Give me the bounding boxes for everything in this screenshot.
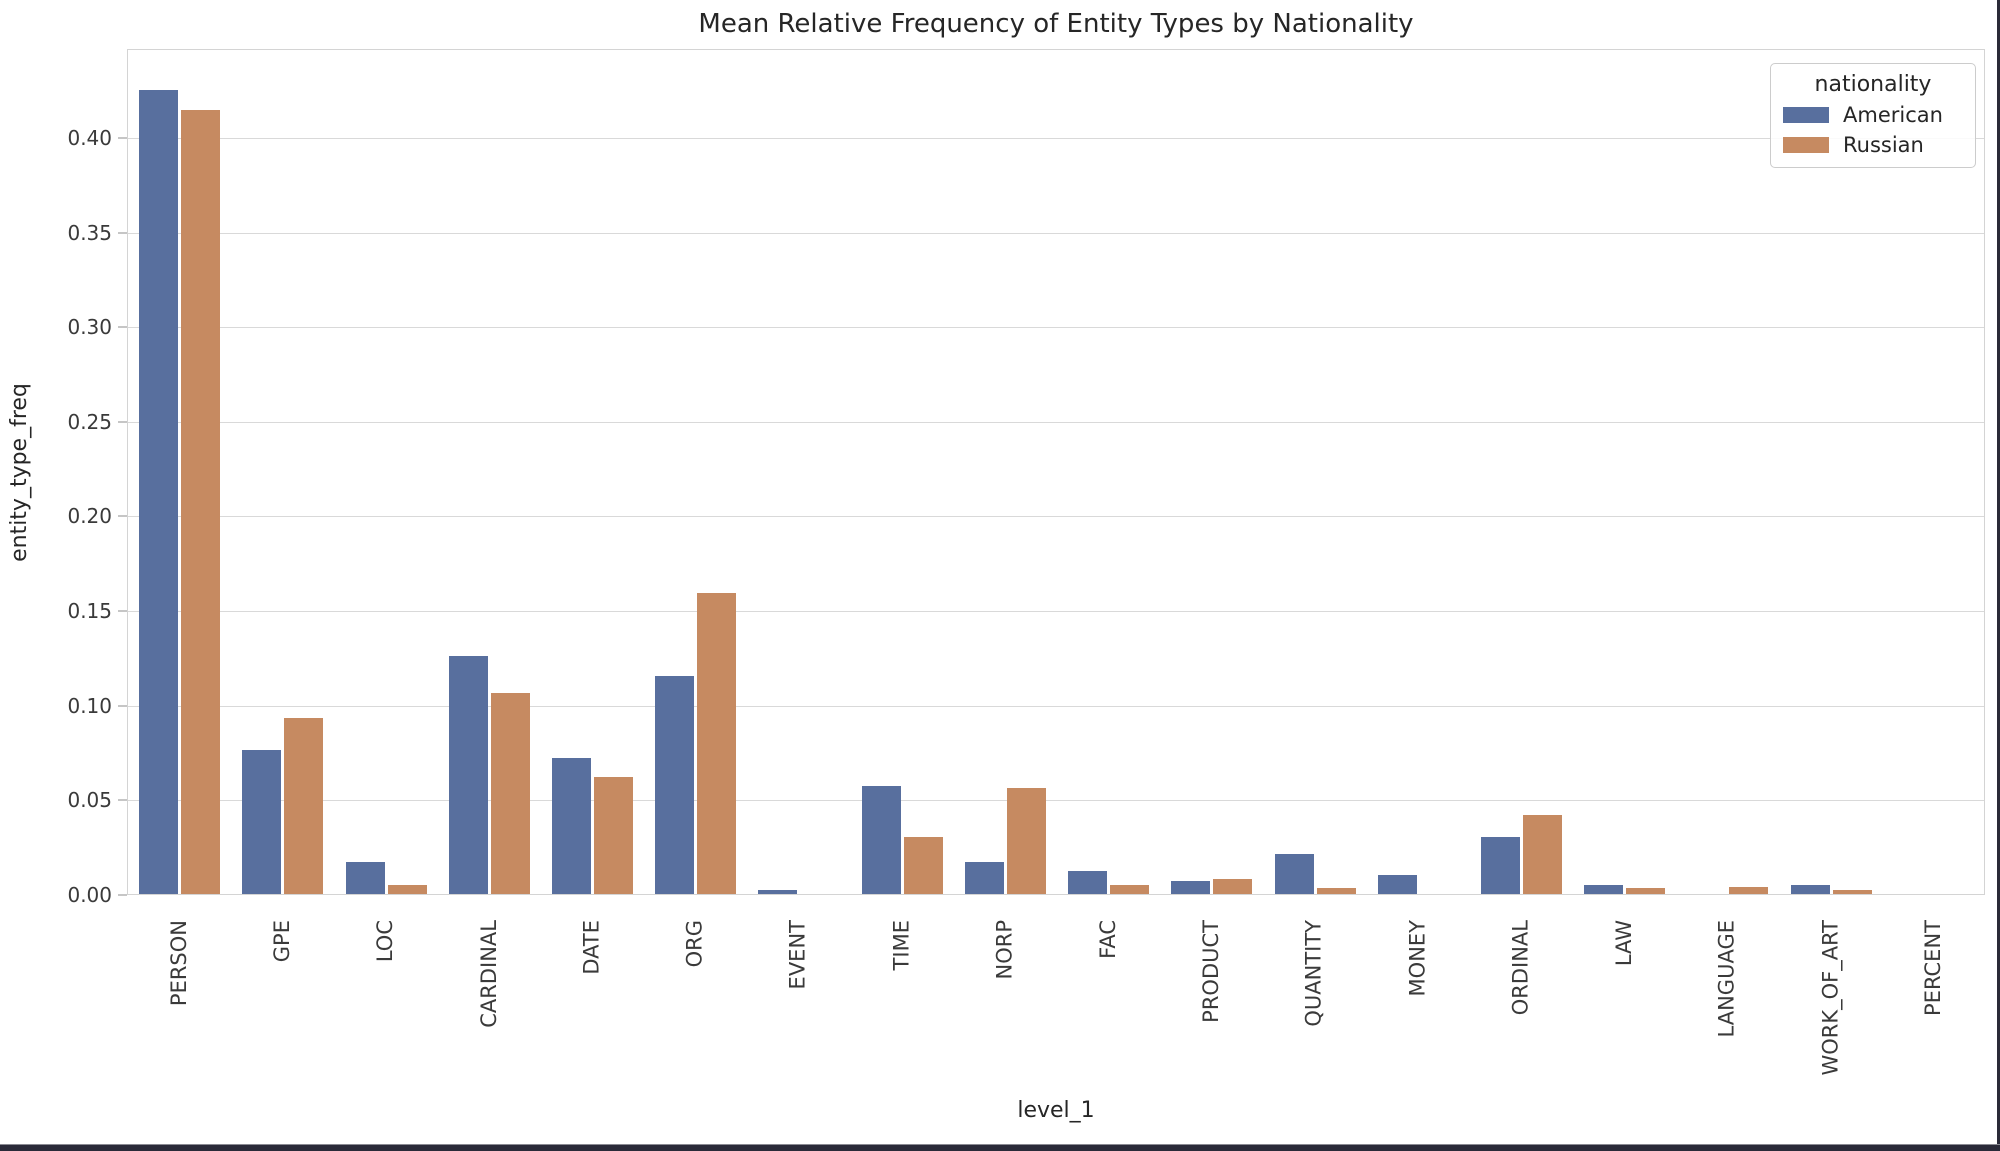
plot-area — [127, 49, 1985, 895]
bar-russian-norp — [1006, 788, 1046, 894]
gridline — [128, 611, 1984, 613]
x-axis-tick-label-text: LANGUAGE — [1714, 920, 1739, 1038]
bar-russian-loc — [387, 885, 427, 894]
bar-american-money — [1377, 875, 1417, 894]
x-axis-tick-label-text: MONEY — [1405, 920, 1430, 997]
y-axis-tick-mark — [118, 799, 127, 802]
legend-item-russian: Russian — [1783, 133, 1963, 157]
bar-russian-time — [903, 837, 943, 894]
x-axis-tick-label-text: PRODUCT — [1198, 920, 1223, 1023]
legend-label-russian: Russian — [1843, 133, 1924, 157]
y-axis-tick-label: 0.20 — [67, 504, 112, 529]
y-axis-tick-mark — [118, 136, 127, 139]
y-axis-tick-label: 0.05 — [67, 788, 112, 813]
gridline — [128, 421, 1984, 423]
x-axis-tick-label-text: CARDINAL — [476, 920, 501, 1028]
gridline — [128, 327, 1984, 329]
bar-american-ordinal — [1481, 837, 1520, 894]
bar-american-loc — [345, 862, 385, 894]
bar-american-law — [1584, 885, 1624, 894]
legend-label-american: American — [1843, 103, 1943, 127]
x-axis-tick-label-text: WORK_OF_ART — [1818, 920, 1843, 1076]
x-axis-tick-label-text: LOC — [373, 920, 398, 963]
bar-american-cardinal — [448, 656, 488, 894]
x-axis-tick-label-text: QUANTITY — [1302, 920, 1327, 1027]
gridline — [128, 800, 1984, 802]
bar-russian-org — [697, 593, 737, 894]
x-axis-title: level_1 — [1017, 1098, 1095, 1123]
bar-russian-ordinal — [1523, 815, 1562, 894]
y-axis-tick-label: 0.40 — [67, 125, 112, 150]
x-axis-tick-label-text: PERCENT — [1921, 920, 1946, 1016]
bar-american-event — [758, 890, 798, 894]
bar-russian-law — [1626, 888, 1666, 894]
x-axis-tick-label-text: FAC — [1095, 920, 1120, 959]
y-axis-tick-mark — [118, 610, 127, 613]
y-axis-tick-label: 0.30 — [67, 315, 112, 340]
legend-item-american: American — [1783, 103, 1963, 127]
x-axis-tick-label-text: EVENT — [785, 920, 810, 990]
y-axis-tick-label: 0.10 — [67, 693, 112, 718]
y-axis-tick-label: 0.15 — [67, 599, 112, 624]
bar-american-org — [655, 676, 695, 894]
bar-russian-gpe — [284, 718, 324, 894]
gridline — [128, 232, 1984, 234]
bar-american-time — [861, 786, 901, 894]
gridline — [128, 516, 1984, 518]
bar-russian-fac — [1110, 885, 1150, 894]
x-axis-tick-label-text: PERSON — [166, 920, 191, 1007]
bar-russian-person — [181, 110, 221, 894]
x-axis-tick-label-text: ORG — [682, 920, 707, 968]
y-axis-title: entity_type_freq — [2, 49, 36, 895]
bar-american-date — [552, 758, 591, 894]
gridline — [128, 137, 1984, 139]
y-axis-tick-mark — [118, 231, 127, 234]
y-axis-tick-mark — [118, 515, 127, 518]
window-edge-right — [1997, 0, 2000, 1151]
bar-russian-date — [594, 777, 633, 894]
bar-american-work_of_art — [1790, 885, 1830, 894]
bar-american-norp — [964, 862, 1004, 894]
y-axis-tick-mark — [118, 326, 127, 329]
x-axis-tick-label-text: NORP — [992, 920, 1017, 980]
gridline — [128, 705, 1984, 707]
y-axis-tick-label: 0.25 — [67, 409, 112, 434]
legend-swatch-russian — [1783, 137, 1829, 153]
y-axis-tick-label: 0.00 — [67, 883, 112, 907]
y-axis-tick-mark — [118, 704, 127, 707]
bar-american-product — [1171, 881, 1211, 894]
y-axis-title-text: entity_type_freq — [6, 382, 32, 562]
x-axis-tick-label-text: GPE — [269, 920, 294, 963]
bar-american-gpe — [242, 750, 282, 894]
bar-american-quantity — [1274, 854, 1314, 894]
bar-russian-product — [1213, 879, 1253, 894]
legend-title: nationality — [1814, 72, 1932, 97]
legend: nationality American Russian — [1770, 63, 1976, 168]
legend-swatch-american — [1783, 107, 1829, 123]
x-axis-tick-label-text: ORDINAL — [1508, 920, 1533, 1016]
y-axis-tick-label: 0.35 — [67, 220, 112, 245]
y-axis-tick-mark — [118, 894, 127, 896]
bar-russian-work_of_art — [1832, 890, 1872, 894]
bar-american-person — [139, 90, 179, 894]
window-edge-bottom — [0, 1144, 2000, 1151]
bar-russian-cardinal — [490, 693, 530, 894]
bar-american-fac — [1068, 871, 1108, 894]
x-axis-tick-label-text: TIME — [889, 920, 914, 971]
y-axis-tick-mark — [118, 420, 127, 423]
bar-russian-language — [1729, 887, 1769, 894]
chart-title: Mean Relative Frequency of Entity Types … — [698, 9, 1414, 39]
x-axis-tick-label-text: DATE — [579, 920, 604, 975]
bar-russian-quantity — [1316, 888, 1356, 894]
x-axis-tick-label-text: LAW — [1611, 920, 1636, 967]
